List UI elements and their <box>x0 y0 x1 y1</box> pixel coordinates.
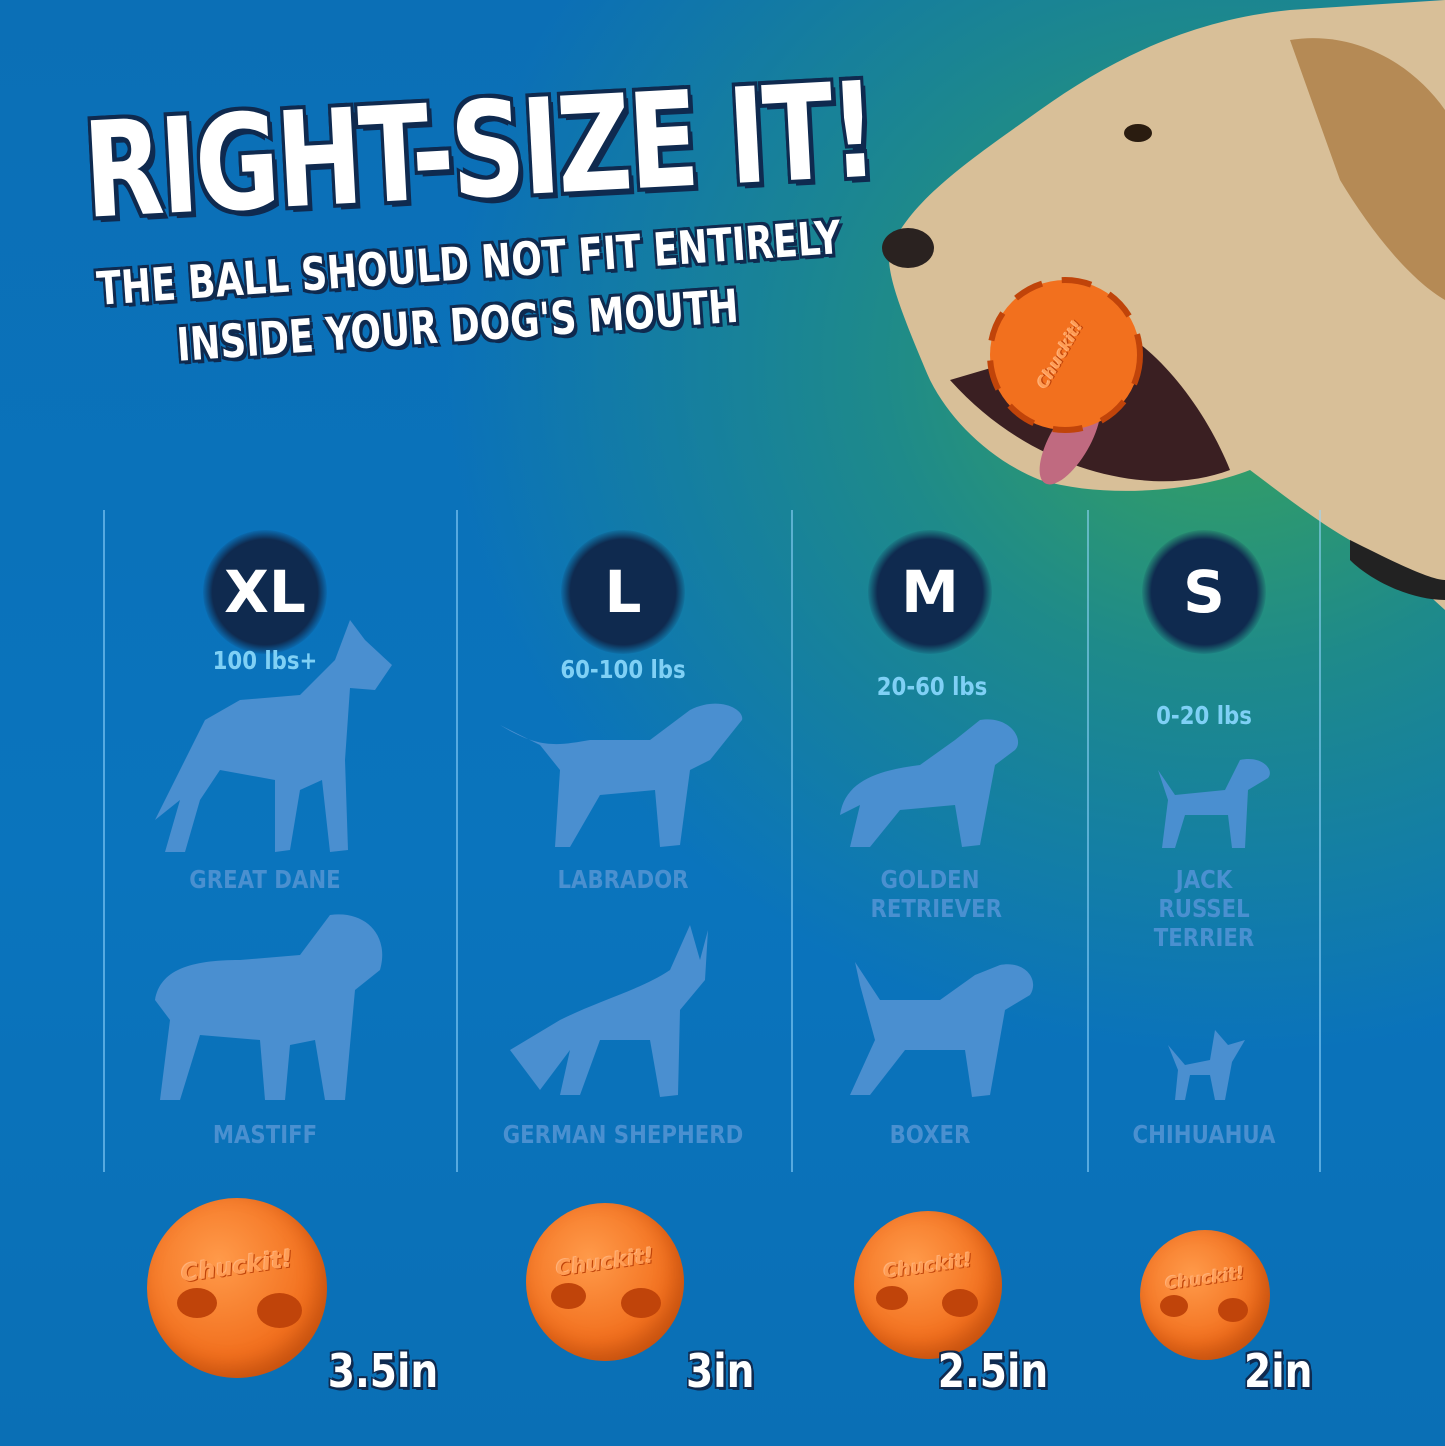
breed-label: BOXER <box>889 1120 971 1149</box>
ball-l: Chuckit! <box>526 1203 684 1361</box>
size-badge-xl: XL <box>203 530 327 654</box>
ball-size-xl: 3.5in <box>327 1344 439 1398</box>
weight-range-xl: 100 lbs+ <box>212 646 318 675</box>
brand-logo: Chuckit! <box>1164 1263 1246 1295</box>
weight-range-l: 60-100 lbs <box>560 655 686 684</box>
brand-logo: Chuckit! <box>882 1249 974 1284</box>
breed-label: GREAT DANE <box>189 865 341 894</box>
ball-size-s: 2in <box>1244 1344 1313 1398</box>
column-divider <box>1087 510 1089 1172</box>
weight-range-m: 20-60 lbs <box>876 672 988 701</box>
size-badge-s: S <box>1142 530 1266 654</box>
ball-m: Chuckit! <box>854 1211 1002 1359</box>
column-divider <box>456 510 458 1172</box>
breed-label: MASTIFF <box>212 1120 318 1149</box>
size-badge-m: M <box>868 530 992 654</box>
brand-logo: Chuckit! <box>179 1244 295 1288</box>
ball-size-m: 2.5in <box>937 1344 1049 1398</box>
ball-s: Chuckit! <box>1140 1230 1270 1360</box>
size-badge-l: L <box>561 530 685 654</box>
column-divider <box>791 510 793 1172</box>
column-divider <box>1319 510 1321 1172</box>
ball-xl: Chuckit! <box>147 1198 327 1378</box>
weight-range-s: 0-20 lbs <box>1156 701 1252 730</box>
column-divider <box>103 510 105 1172</box>
breed-label: LABRADOR <box>557 865 689 894</box>
brand-logo: Chuckit! <box>554 1243 656 1282</box>
ball-size-l: 3in <box>686 1344 755 1398</box>
dog-photo <box>882 0 1445 610</box>
breed-label: GOLDEN RETRIEVER <box>870 865 1002 923</box>
breed-label: GERMAN SHEPHERD <box>502 1120 744 1149</box>
breed-label: JACK RUSSEL TERRIER <box>1153 865 1255 952</box>
breed-label: CHIHUAHUA <box>1132 1120 1276 1149</box>
